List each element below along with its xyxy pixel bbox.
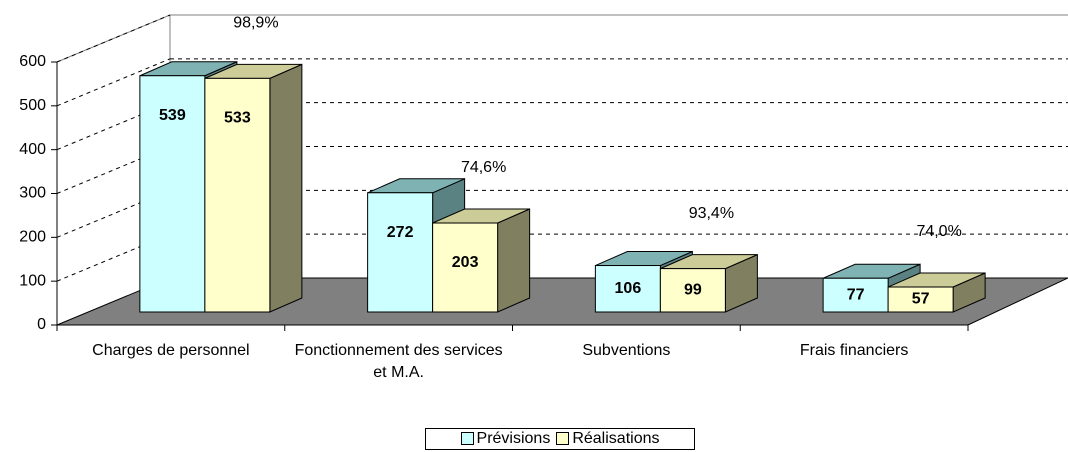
- bar-side: [497, 208, 531, 313]
- y-tick-label: 500: [19, 97, 46, 114]
- bar-side: [269, 63, 303, 313]
- bar: [204, 77, 271, 313]
- legend-swatch: [460, 432, 474, 446]
- annotation: 74,6%: [461, 159, 506, 176]
- legend-label: Réalisations: [572, 430, 660, 447]
- legend: Prévisions Réalisations: [425, 428, 695, 450]
- bar: [659, 268, 726, 313]
- legend-swatch: [556, 432, 570, 446]
- bar: [887, 286, 954, 313]
- legend-item: Réalisations: [556, 430, 659, 448]
- value-label: 533: [224, 110, 251, 127]
- value-label: 77: [847, 286, 865, 303]
- y-tick-label: 300: [19, 185, 46, 202]
- bar: [432, 222, 499, 313]
- value-label: 539: [159, 107, 186, 124]
- y-tick-label: 600: [19, 53, 46, 70]
- y-tick-label: 0: [37, 316, 46, 333]
- annotation: 98,9%: [233, 15, 278, 32]
- x-tick-label: Frais financiers: [799, 342, 909, 359]
- x-tick-label: Fonctionnement des services et M.A.: [294, 342, 503, 381]
- annotation: 93,4%: [689, 205, 734, 222]
- legend-label: Prévisions: [476, 430, 551, 447]
- y-tick-label: 100: [19, 272, 46, 289]
- value-label: 99: [684, 282, 702, 299]
- annotation: 74,0%: [916, 223, 961, 240]
- legend-item: Prévisions: [460, 430, 551, 448]
- bar: [822, 277, 889, 313]
- x-tick-label: Charges de personnel: [92, 342, 250, 359]
- value-label: 57: [912, 291, 930, 308]
- bar: [594, 265, 661, 313]
- value-label: 203: [452, 254, 479, 271]
- y-tick-label: 200: [19, 229, 46, 246]
- y-tick-label: 400: [19, 141, 46, 158]
- bar: [367, 192, 434, 313]
- value-label: 272: [387, 224, 414, 241]
- x-tick-label: Subventions: [582, 342, 671, 359]
- value-label: 106: [615, 280, 642, 297]
